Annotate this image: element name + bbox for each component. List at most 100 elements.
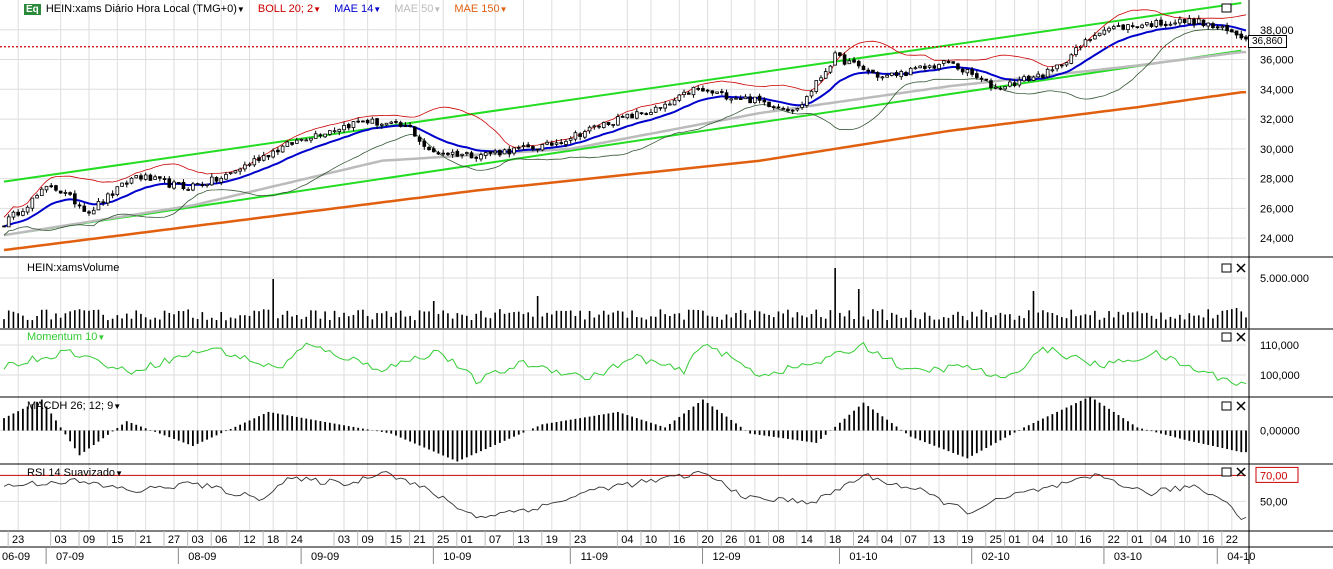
candle-body: [762, 99, 767, 103]
x-day-tick-label: 04: [1032, 534, 1044, 546]
macd-panel-title[interactable]: MACDH 26; 12; 9▼: [27, 400, 121, 412]
candle-body: [809, 90, 814, 97]
chevron-down-icon[interactable]: ▼: [313, 5, 322, 14]
candle-body: [578, 133, 582, 137]
candle-body: [77, 204, 82, 207]
chevron-down-icon[interactable]: ▼: [97, 333, 106, 342]
chevron-down-icon[interactable]: ▼: [433, 5, 442, 14]
candle-body: [705, 89, 710, 92]
candle-body: [927, 65, 932, 68]
candle-body: [82, 205, 87, 212]
eq-badge[interactable]: Eq: [24, 4, 41, 15]
chevron-down-icon[interactable]: ▼: [373, 5, 382, 14]
candle-body: [195, 183, 200, 185]
maximize-icon[interactable]: [1221, 401, 1232, 411]
candle-body: [856, 60, 861, 67]
x-day-tick-label: 20: [702, 534, 714, 546]
x-day-tick-label: 15: [390, 534, 402, 546]
indicator-mae150[interactable]: MAE 150: [454, 3, 500, 15]
candle-body: [1012, 82, 1017, 87]
candle-body: [191, 183, 195, 191]
x-day-tick-label: 16: [673, 534, 685, 546]
price-tick-label: 38,000: [1260, 25, 1294, 37]
candle-body: [1050, 69, 1055, 72]
candle-body: [842, 54, 847, 65]
chevron-down-icon[interactable]: ▼: [236, 5, 245, 14]
maximize-icon[interactable]: [1221, 3, 1232, 13]
x-month-tick-label: 09-09: [311, 551, 339, 563]
price-tick-label: 36,000: [1260, 55, 1294, 67]
close-icon[interactable]: [1236, 401, 1246, 411]
trend-line[interactable]: [3, 1, 1242, 183]
x-month-tick-label: 07-09: [56, 551, 84, 563]
candle-body: [205, 183, 209, 186]
indicator-mae14[interactable]: MAE 14: [334, 3, 374, 15]
symbol-label[interactable]: HEIN:xams Diário Hora Local (TMG+0): [45, 3, 237, 15]
candle-body: [252, 158, 257, 166]
candle-body: [87, 211, 91, 214]
candle-body: [1239, 33, 1244, 39]
candle-body: [318, 134, 323, 137]
candle-body: [11, 211, 16, 218]
candle-body: [965, 69, 970, 74]
candle-body: [710, 90, 715, 94]
candle-body: [417, 136, 422, 142]
candle-body: [181, 181, 186, 190]
candle-body: [68, 192, 72, 195]
candle-body: [795, 108, 800, 111]
chevron-down-icon[interactable]: ▼: [113, 402, 122, 411]
candle-body: [257, 157, 261, 161]
close-icon[interactable]: [1236, 263, 1246, 273]
x-day-tick-label: 22: [1226, 534, 1238, 546]
candle-body: [1111, 26, 1116, 30]
candle-body: [549, 142, 554, 146]
candle-body: [616, 116, 620, 126]
maximize-icon[interactable]: [1221, 467, 1232, 477]
x-month-tick-label: 04-10: [1227, 551, 1255, 563]
bollinger-upper-line: [3, 9, 1247, 218]
price-tick-label: 30,000: [1260, 144, 1294, 156]
maximize-icon[interactable]: [1221, 332, 1232, 342]
rsi-line: [3, 470, 1247, 521]
indicator-mae50[interactable]: MAE 50: [394, 3, 434, 15]
x-day-tick-label: 09: [362, 534, 374, 546]
indicator-boll[interactable]: BOLL 20; 2: [257, 3, 314, 15]
candle-body: [672, 99, 677, 106]
candle-body: [923, 65, 927, 69]
x-day-tick-label: 04: [881, 534, 893, 546]
candle-body: [1102, 29, 1107, 35]
candle-body: [1008, 81, 1012, 87]
candle-body: [120, 182, 124, 187]
candle-body: [228, 172, 233, 175]
candle-body: [866, 69, 871, 72]
candle-body: [290, 142, 294, 145]
candle-body: [871, 69, 875, 74]
chevron-down-icon[interactable]: ▼: [115, 469, 123, 478]
candle-body: [601, 121, 606, 128]
chevron-down-icon[interactable]: ▼: [499, 5, 508, 14]
maximize-icon[interactable]: [1221, 263, 1232, 273]
candle-body: [937, 63, 941, 70]
candle-body: [436, 152, 441, 155]
candle-body: [365, 119, 370, 124]
candle-body: [998, 87, 1003, 90]
candle-body: [219, 177, 224, 183]
x-day-tick-label: 25: [437, 534, 449, 546]
candle-body: [554, 142, 559, 145]
x-day-tick-label: 10: [645, 534, 657, 546]
close-icon[interactable]: [1236, 467, 1246, 477]
trend-line[interactable]: [3, 49, 1242, 237]
candle-body: [800, 104, 804, 108]
x-month-tick-label: 03-10: [1114, 551, 1142, 563]
candle-body: [134, 175, 139, 179]
candle-body: [73, 193, 77, 205]
rsi-panel-title[interactable]: RSI 14 Suavizado▼: [27, 467, 123, 479]
candle-body: [1116, 25, 1121, 27]
close-icon[interactable]: [1236, 332, 1246, 342]
candle-body: [908, 67, 913, 76]
candle-body: [148, 174, 153, 181]
x-day-tick-label: 10: [1056, 534, 1068, 546]
momentum-panel-title[interactable]: Momentum 10▼: [27, 331, 105, 343]
